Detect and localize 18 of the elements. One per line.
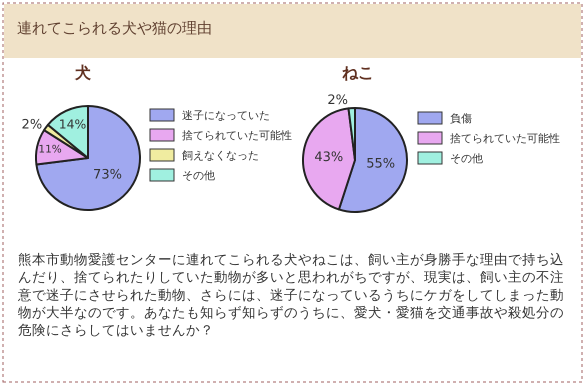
data-label: 2% [327,93,348,108]
data-label: 11% [38,143,62,156]
data-label: 43% [314,150,344,166]
chart-title: 犬 [74,63,92,82]
data-label: 2% [22,117,42,132]
legend-label: その他 [182,169,215,182]
legend-label: 捨てられていた可能性 [450,132,560,145]
text: 熊本市動物愛護センターに連れてこられる犬やねこは、飼い主が身勝手な理由で持ち込んだり、捨てられたりしていた動物が多いと思われがちですが、現実は、飼い主の不注意で迷子にさせられた動物、さらには、迷子になっているうちにケガをしてしまった動物が大半なのです。あなたも知らず知らずのうちに、愛犬・愛猫を交通事故や殺処分の危険にさらしてはいませんか？ [17,252,564,339]
data-label: 14% [58,116,86,132]
text: 連れてこられる犬や猫の理由 [17,19,212,37]
chart-title: ねこ [342,63,374,82]
legend-label: 飼えなくなった [182,149,259,162]
legend-label: その他 [450,152,483,165]
legend-label: 捨てられていた可能性 [182,129,292,142]
data-label: 55% [366,156,396,172]
legend-label: 負傷 [450,112,472,125]
legend-label: 迷子になっていた [182,109,270,122]
data-label: 73% [93,168,122,183]
